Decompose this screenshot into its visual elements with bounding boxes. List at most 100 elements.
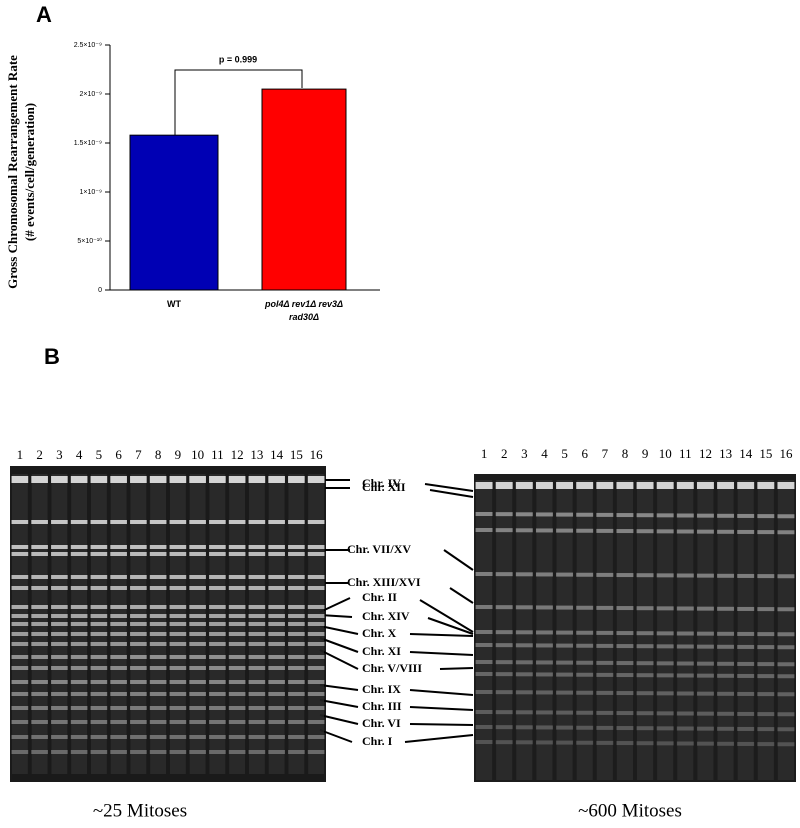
gel-band	[189, 605, 206, 609]
lane-number: 14	[270, 447, 284, 462]
lane-number: 9	[642, 446, 649, 461]
gel-band	[90, 666, 108, 670]
gel-band	[717, 513, 735, 518]
gel-band	[475, 672, 493, 676]
gel-band	[31, 586, 48, 590]
gel-band	[307, 720, 325, 724]
lane-number: 12	[699, 446, 712, 461]
gel-band	[515, 725, 533, 730]
gel-band	[676, 513, 694, 518]
gel-band	[209, 735, 226, 739]
gel-band	[51, 642, 68, 646]
gel-band	[777, 482, 795, 489]
gel-band	[90, 735, 108, 739]
gel-band	[248, 666, 266, 670]
chromosome-label: Chr. III	[362, 699, 402, 713]
gel-band	[556, 660, 574, 665]
gel-band	[149, 614, 167, 618]
gel-band	[70, 520, 88, 524]
gel-band	[90, 692, 108, 696]
gel-band	[535, 630, 553, 635]
gel-band	[248, 750, 266, 754]
gel-band	[757, 712, 775, 717]
gel-band	[149, 586, 167, 590]
gel-band	[535, 572, 553, 577]
chromosome-label: Chr. XI	[362, 644, 401, 658]
gel-band	[777, 692, 795, 697]
gel-band	[307, 680, 325, 684]
gel-band	[307, 605, 325, 609]
chromosome-label: Chr. X	[362, 626, 397, 640]
gel-band	[189, 666, 206, 670]
gel-band	[656, 673, 674, 678]
gel-band	[51, 720, 68, 724]
gel-band	[495, 725, 513, 730]
gel-band	[307, 655, 325, 659]
gel-band	[596, 710, 614, 715]
gel-band	[616, 644, 634, 649]
gel-band	[495, 630, 513, 635]
gel-band	[228, 706, 246, 710]
gel-band	[11, 720, 29, 724]
gel-band	[209, 605, 226, 609]
gel-band	[777, 632, 795, 637]
gel-band	[777, 742, 795, 747]
lane-number: 16	[310, 447, 324, 462]
gel-band	[31, 706, 48, 710]
gel-band	[149, 520, 167, 524]
gel-band	[189, 545, 206, 549]
gel-band	[636, 606, 654, 611]
gel-band	[149, 605, 167, 609]
gel-band	[596, 725, 614, 730]
gel-band	[515, 482, 533, 489]
gel-lane	[556, 480, 573, 780]
gel-band	[51, 655, 68, 659]
gel-band	[757, 632, 775, 637]
lane-number: 1	[481, 446, 488, 461]
lane-number: 4	[76, 447, 83, 462]
gel-band	[757, 574, 775, 579]
gel-band	[656, 726, 674, 731]
gel-band	[11, 586, 29, 590]
gel-band	[475, 643, 493, 647]
gel-band	[110, 520, 127, 524]
gel-band	[556, 630, 574, 635]
gel-band	[636, 661, 654, 666]
gel-band	[288, 642, 305, 646]
gel-band	[757, 674, 775, 679]
gel-band	[169, 552, 187, 556]
gel-band	[149, 642, 167, 646]
gel-lane	[496, 480, 513, 780]
gel-lane	[717, 480, 734, 780]
gel-band	[228, 692, 246, 696]
x-tick-label-box: WT	[167, 299, 181, 309]
panel-label: A	[36, 2, 52, 27]
gel-band	[556, 572, 574, 577]
gel-band	[268, 632, 285, 636]
gel-band	[288, 552, 305, 556]
gel-band	[209, 692, 226, 696]
gel-band	[535, 643, 553, 648]
gel-band	[90, 605, 108, 609]
gel-band	[228, 586, 246, 590]
gel-band	[11, 476, 29, 483]
gel-band	[307, 642, 325, 646]
gel-band	[288, 750, 305, 754]
lane-number: 12	[231, 447, 244, 462]
gel-band	[656, 573, 674, 578]
gel-band	[288, 680, 305, 684]
gel-band	[515, 710, 533, 715]
gel-band	[737, 482, 755, 489]
gel-band	[576, 512, 594, 517]
gel-band	[11, 622, 29, 626]
gel-band	[189, 692, 206, 696]
gel-band	[189, 614, 206, 618]
gel-band	[31, 655, 48, 659]
gel-band	[248, 692, 266, 696]
gel-band	[475, 482, 493, 489]
gel-band	[169, 614, 187, 618]
gel-band	[268, 735, 285, 739]
gel-band	[535, 605, 553, 610]
gel-band	[556, 512, 574, 517]
gel-band	[307, 632, 325, 636]
